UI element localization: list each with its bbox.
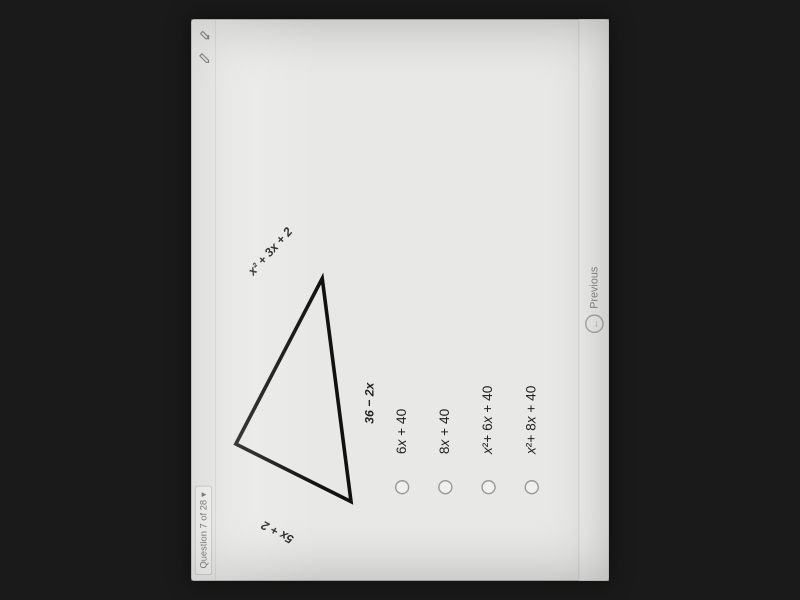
pencil-icon[interactable]	[194, 48, 213, 67]
option-label: 8x + 40	[437, 409, 453, 454]
radio-icon[interactable]	[438, 480, 452, 494]
radio-icon[interactable]	[481, 480, 495, 494]
radio-icon[interactable]	[395, 480, 409, 494]
previous-button[interactable]: ← Previous	[585, 267, 604, 333]
question-dropdown[interactable]: Question 7 of 28 ▾	[194, 486, 211, 575]
arrow-left-icon: ←	[585, 315, 604, 334]
options-list: 6x + 40 8x + 40 x²+ 6x + 40 x²+ 8x + 40	[394, 48, 539, 494]
highlighter-icon[interactable]	[194, 25, 213, 44]
triangle-svg	[229, 271, 373, 516]
radio-icon[interactable]	[525, 480, 539, 494]
option-label: x²+ 6x + 40	[481, 386, 497, 454]
option-label: x²+ 8x + 40	[524, 386, 540, 454]
option-1[interactable]: 6x + 40	[394, 48, 410, 494]
option-4[interactable]: x²+ 8x + 40	[524, 48, 540, 494]
toolbar	[194, 25, 213, 67]
side-label-bottom: 36 − 2x	[363, 383, 377, 424]
question-content: 5x + 2 x² + 3x + 2 36 − 2x 6x + 40 8x + …	[216, 19, 579, 581]
screen: Question 7 of 28 ▾ 5x + 2 x² + 3x + 2 36…	[191, 19, 609, 581]
triangle-shape	[236, 278, 351, 501]
chevron-down-icon: ▾	[197, 492, 209, 497]
option-label: 6x + 40	[394, 409, 410, 454]
option-2[interactable]: 8x + 40	[437, 48, 453, 494]
option-3[interactable]: x²+ 6x + 40	[481, 48, 497, 494]
triangle-figure: 5x + 2 x² + 3x + 2 36 − 2x	[229, 271, 373, 516]
bottom-bar: ← Previous	[579, 19, 609, 581]
side-label-left: 5x + 2	[259, 518, 296, 547]
previous-label: Previous	[588, 267, 600, 309]
question-label: Question 7 of 28	[198, 500, 209, 569]
top-bar: Question 7 of 28 ▾	[191, 19, 215, 581]
